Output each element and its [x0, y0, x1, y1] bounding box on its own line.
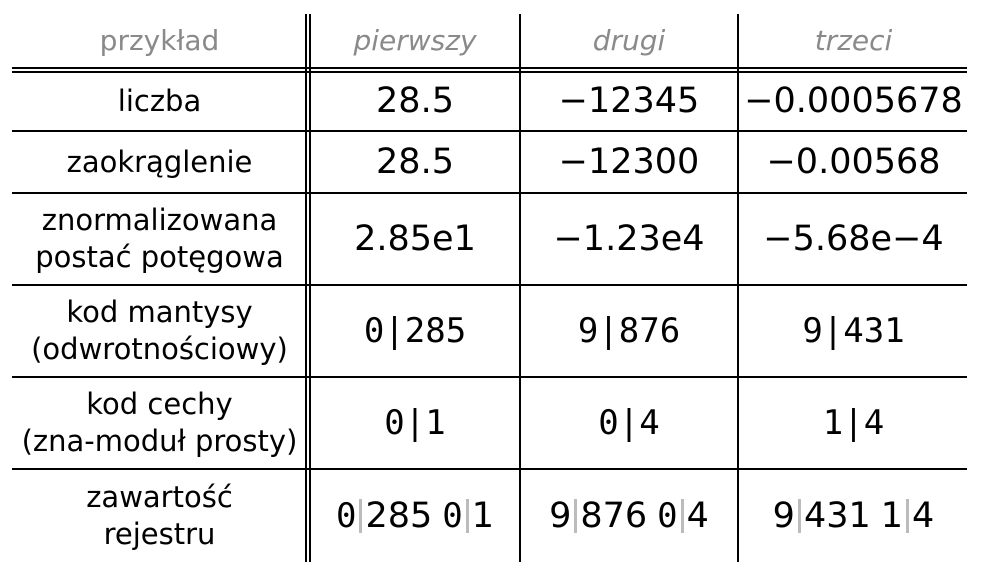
column-divider [737, 14, 739, 562]
column-double-rule-right [309, 14, 311, 562]
table-cell: 28.5 [376, 142, 454, 182]
register-separator [680, 499, 684, 533]
row-divider [12, 130, 967, 132]
row-label-kod-mantysy: kod mantysy (odwrotnościowy) [12, 286, 307, 376]
row-label-znormalizowana: znormalizowana postać potęgowa [12, 194, 307, 284]
table-cell: 2.85e1 [354, 219, 476, 259]
row-label-line: postać potęgowa [35, 240, 284, 274]
register-sign-mantissa: 9 [549, 496, 572, 536]
table-cell: 0|285 [363, 311, 467, 351]
column-divider [519, 14, 521, 562]
register-sign-exponent: 1 [880, 496, 904, 536]
row-label-zaokraglenie: zaokrąglenie [12, 132, 307, 192]
header-col-3: trzeci [814, 23, 893, 57]
row-label-kod-cechy: kod cechy (zna-moduł prosty) [12, 378, 307, 468]
row-divider [12, 468, 967, 470]
row-divider [12, 192, 967, 194]
row-label-line: zawartość [86, 480, 233, 514]
register-cell: 0 285 0 1 [312, 470, 518, 562]
row-label-line: (zna-moduł prosty) [21, 424, 298, 458]
header-double-rule-bottom [12, 71, 967, 73]
table-cell: 28.5 [376, 81, 454, 121]
row-label-line: rejestru [103, 517, 216, 551]
register-exponent: 1 [471, 496, 495, 536]
register-content: 0 285 0 1 [336, 496, 494, 536]
row-label-line: zaokrąglenie [66, 144, 253, 179]
row-label-zawartosc-rejestru: zawartość rejestru [12, 470, 307, 562]
row-divider [12, 376, 967, 378]
register-sign-mantissa: 0 [335, 496, 357, 536]
row-label-line: kod cechy [86, 387, 233, 421]
table-cell: 0|1 [384, 403, 446, 443]
register-sign-exponent: 0 [657, 496, 678, 536]
table-cell: −1.23e4 [553, 219, 705, 259]
register-cell: 9 876 0 4 [522, 470, 736, 562]
register-separator [574, 499, 578, 533]
table-cell: −5.68e−4 [763, 219, 944, 259]
register-mantissa: 876 [580, 496, 648, 536]
header-double-rule-top [12, 67, 967, 69]
register-separator [465, 499, 469, 533]
table-cell: 0|4 [598, 403, 660, 443]
row-divider [12, 284, 967, 286]
register-separator [359, 499, 363, 533]
register-separator [906, 499, 910, 533]
table-cell: 1|4 [822, 403, 885, 443]
register-cell: 9 431 1 4 [740, 470, 967, 562]
row-label-line: znormalizowana [41, 203, 278, 237]
row-label-line: liczba [117, 83, 202, 118]
row-label-liczba: liczba [12, 72, 307, 130]
column-double-rule-left [305, 14, 307, 562]
register-separator [797, 499, 801, 533]
row-label-line: kod mantysy [66, 295, 253, 329]
register-sign-exponent: 0 [442, 496, 463, 536]
table-cell: −12345 [558, 81, 700, 121]
table-cell: 9|876 [577, 311, 681, 351]
register-mantissa: 285 [365, 496, 433, 536]
register-mantissa: 431 [803, 496, 871, 536]
header-col-1: pierwszy [353, 23, 477, 57]
table-cell: −0.0005678 [744, 81, 963, 121]
header-label: przykład [99, 23, 220, 57]
row-label-line: (odwrotnościowy) [31, 332, 288, 366]
table-cell: −0.00568 [766, 142, 941, 182]
header-col-2: drugi [592, 23, 666, 57]
table-cell: 9|431 [802, 311, 905, 351]
register-sign-mantissa: 9 [772, 496, 795, 536]
register-content: 9 876 0 4 [549, 496, 709, 536]
register-exponent: 4 [912, 496, 935, 536]
register-exponent: 4 [686, 496, 709, 536]
table-cell: −12300 [558, 142, 700, 182]
register-content: 9 431 1 4 [773, 496, 935, 536]
